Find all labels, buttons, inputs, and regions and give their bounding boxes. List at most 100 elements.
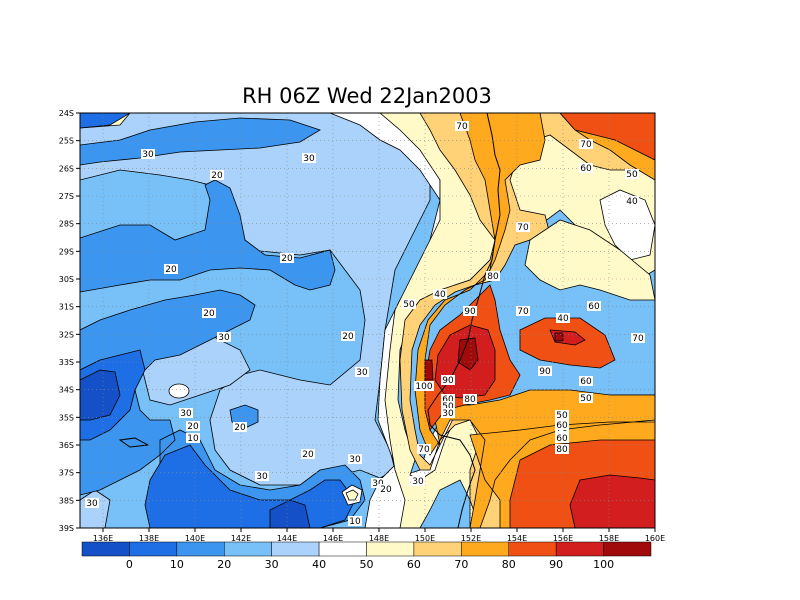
contour-label: 50 bbox=[626, 170, 638, 180]
contour-label: 80 bbox=[487, 272, 499, 282]
rh-band-40-50-southeast-hole bbox=[599, 189, 655, 261]
contour-label: 30 bbox=[86, 499, 98, 509]
lon-tick-label: 142E bbox=[231, 534, 251, 543]
colorbar-label: 30 bbox=[265, 558, 279, 571]
colorbar-swatch bbox=[508, 541, 557, 557]
contour-label-bg bbox=[255, 471, 269, 481]
colorbar-swatch bbox=[129, 541, 178, 557]
lon-tick-label: 158E bbox=[599, 534, 619, 543]
contour-label-bg bbox=[141, 149, 155, 159]
colorbar-label: 60 bbox=[407, 558, 421, 571]
lat-tick-label: 25S bbox=[59, 137, 74, 146]
lon-tick-label: 160E bbox=[645, 534, 665, 543]
contour-label-bg bbox=[516, 306, 530, 316]
contour-label: 70 bbox=[632, 334, 644, 344]
rh-band-90-100 bbox=[434, 324, 655, 528]
contour-label: 80 bbox=[464, 395, 476, 405]
contour-label-bg bbox=[414, 381, 434, 391]
contour-label: 20 bbox=[187, 422, 199, 432]
colorbar-swatch bbox=[461, 541, 510, 557]
contour-label-bg bbox=[186, 433, 200, 443]
contour-label-bg bbox=[186, 421, 200, 431]
contour-label: 30 bbox=[412, 477, 424, 487]
plot-area bbox=[80, 113, 655, 528]
contour-label-bg bbox=[538, 366, 552, 376]
colorbar-swatch bbox=[413, 541, 462, 557]
colorbar-swatch bbox=[271, 541, 320, 557]
contour-label-bg bbox=[433, 289, 447, 299]
colorbar-swatch bbox=[224, 541, 272, 557]
colorbar-label: 50 bbox=[360, 558, 374, 571]
contour-label: 30 bbox=[442, 409, 454, 419]
contour-label: 60 bbox=[442, 395, 454, 405]
contour-label: 60 bbox=[588, 302, 600, 312]
contour-label: 90 bbox=[442, 376, 454, 386]
contour-label-bg bbox=[463, 394, 477, 404]
lon-tick-label: 154E bbox=[507, 534, 527, 543]
colorbar-swatch bbox=[81, 541, 130, 557]
contour-label-bg bbox=[486, 271, 500, 281]
plot-frame bbox=[79, 112, 656, 529]
colorbar-swatch bbox=[318, 541, 367, 557]
lat-tick-label: 30S bbox=[59, 275, 74, 284]
lon-tick-label: 148E bbox=[369, 534, 389, 543]
contour-label: 60 bbox=[556, 421, 568, 431]
lat-tick-label: 36S bbox=[59, 441, 74, 450]
contour-label-bg bbox=[625, 169, 639, 179]
contour-label-bg bbox=[355, 367, 369, 377]
contour-label-bg bbox=[579, 376, 593, 386]
contour-label: 30 bbox=[218, 333, 230, 343]
contour-label: 30 bbox=[256, 472, 268, 482]
contour-label: 20 bbox=[302, 450, 314, 460]
contour-label-bg bbox=[202, 308, 216, 318]
lat-tick-label: 38S bbox=[59, 496, 74, 505]
lon-tick-label: 138E bbox=[139, 534, 159, 543]
contour-label-bg bbox=[164, 264, 178, 274]
contour-label: 60 bbox=[580, 164, 592, 174]
contour-label-bg bbox=[631, 333, 645, 343]
contour-label: 20 bbox=[234, 423, 246, 433]
contour-label-bg bbox=[455, 121, 469, 131]
contour-label-bg bbox=[371, 478, 385, 488]
contour-label: 40 bbox=[557, 314, 569, 324]
lat-tick-label: 29S bbox=[59, 247, 74, 256]
contour-label: 90 bbox=[539, 367, 551, 377]
lat-tick-label: 35S bbox=[59, 413, 74, 422]
contour-label: 70 bbox=[418, 445, 430, 455]
contour-label: 70 bbox=[456, 122, 468, 132]
contour-label: 70 bbox=[517, 223, 529, 233]
contour-label-bg bbox=[348, 516, 362, 526]
contour-label: 20 bbox=[281, 254, 293, 264]
contour-label: 90 bbox=[464, 307, 476, 317]
longitude-axis: 136E 138E 140E 142E 144E 146E 148E 150E 152E 154E… bbox=[93, 528, 665, 543]
contour-label: 30 bbox=[180, 409, 192, 419]
contour-label-bg bbox=[402, 299, 416, 309]
contour-label: 20 bbox=[211, 171, 223, 181]
contour-label: 70 bbox=[580, 140, 592, 150]
lat-tick-label: 39S bbox=[59, 524, 74, 533]
colorbar-swatch bbox=[603, 541, 652, 557]
rh-band-50-60-east-patch bbox=[524, 219, 655, 301]
contour-label-bg bbox=[625, 196, 639, 206]
contour-label-bg bbox=[579, 163, 593, 173]
rh-band-0-10 bbox=[80, 113, 356, 528]
contour-label: 30 bbox=[356, 368, 368, 378]
contour-label: 50 bbox=[403, 300, 415, 310]
contour-label: 70 bbox=[517, 307, 529, 317]
contour-label-bg bbox=[85, 498, 99, 508]
contour-label-bg bbox=[441, 401, 455, 411]
contour-label: 20 bbox=[165, 265, 177, 275]
contour-label-bg bbox=[341, 331, 355, 341]
contour-label-bg bbox=[379, 484, 393, 494]
contour-label: 30 bbox=[372, 479, 384, 489]
contour-label: 20 bbox=[380, 485, 392, 495]
contour-label-bg bbox=[417, 444, 431, 454]
lat-tick-label: 32S bbox=[59, 330, 74, 339]
lon-tick-label: 146E bbox=[323, 534, 343, 543]
contour-label-bg bbox=[210, 170, 224, 180]
colorbar-label: 40 bbox=[312, 558, 326, 571]
colorbar-label: 70 bbox=[454, 558, 468, 571]
contour-label: 20 bbox=[342, 332, 354, 342]
contour-label-bg bbox=[555, 410, 569, 420]
colorbar-label: 20 bbox=[217, 558, 231, 571]
